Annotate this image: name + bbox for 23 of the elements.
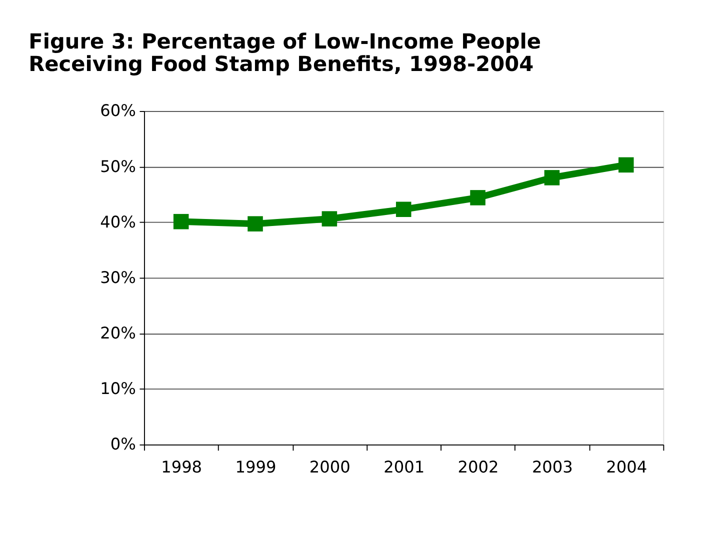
y-tick-label: 10% [100, 379, 136, 398]
point [248, 216, 263, 232]
x-tick-label: 2001 [384, 457, 425, 476]
x-tick-label: 2004 [606, 457, 648, 476]
x-tick-label: 2002 [458, 457, 499, 476]
point [322, 211, 338, 226]
y-tick-label: 0% [110, 434, 136, 454]
point [544, 170, 560, 186]
y-tick-label: 40% [100, 212, 136, 232]
x-tick-label: 2000 [309, 457, 350, 476]
y-tick-label: 50% [100, 156, 136, 176]
point [618, 157, 634, 173]
y-tick-label: 30% [100, 268, 136, 287]
x-tick-label: 1999 [235, 457, 276, 476]
text: Receiving Food Stamp Benefits, 1998-2004 [28, 52, 534, 76]
text: Figure 3: Percentage of Low-Income People [28, 29, 541, 54]
x-tick-label: 1998 [161, 457, 202, 476]
point [173, 214, 189, 230]
point [470, 190, 486, 206]
y-tick-label: 60% [100, 101, 136, 120]
point [396, 202, 412, 218]
x-tick-label: 2003 [532, 457, 573, 476]
y-tick-label: 20% [100, 324, 136, 343]
